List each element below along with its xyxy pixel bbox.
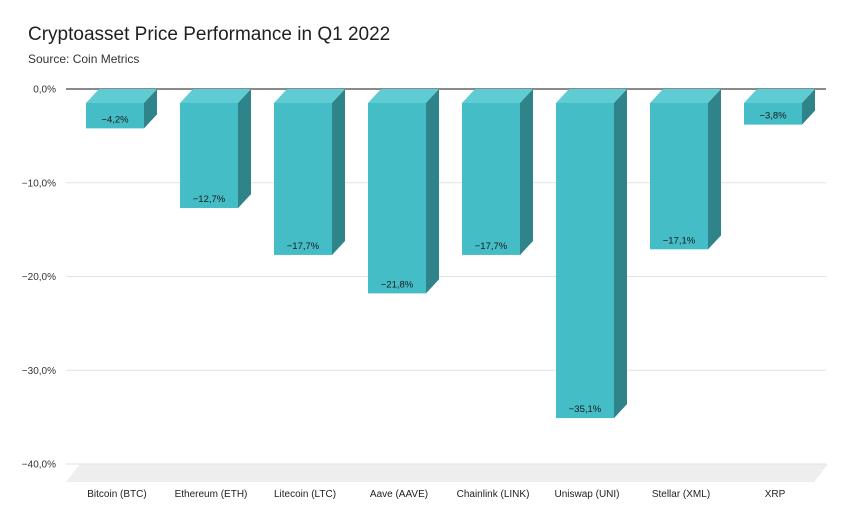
bar-top-face [556,89,627,103]
data-label: −21,8% [381,279,414,290]
category-label: Ethereum (ETH) [175,489,248,500]
bar [86,89,157,129]
bar-side-face [614,89,627,419]
data-label: −4,2% [101,114,129,125]
bar-front-face [180,103,238,209]
data-label: −17,7% [287,241,320,252]
y-tick-label: −10,0% [22,178,56,189]
category-label: Aave (AAVE) [370,489,428,500]
y-tick-label: −20,0% [22,272,56,283]
data-label: −17,1% [663,235,696,246]
bar-top-face [744,89,815,103]
bar-front-face [650,103,708,250]
bar-side-face [708,89,721,250]
bar-front-face [274,103,332,255]
data-label: −17,7% [475,241,508,252]
bar [274,89,345,255]
category-label: Chainlink (LINK) [457,489,530,500]
data-label: −12,7% [193,194,226,205]
bar-side-face [520,89,533,255]
bar [462,89,533,255]
chart-floor [66,464,828,482]
bar-top-face [86,89,157,103]
bar-top-face [180,89,251,103]
data-label: −3,8% [759,111,787,122]
bar-front-face [462,103,520,255]
bar-side-face [144,89,157,129]
bar-front-face [556,103,614,419]
bar-top-face [462,89,533,103]
bar [556,89,627,419]
bar [744,89,815,125]
category-label: Stellar (XML) [652,489,710,500]
y-tick-label: −40,0% [22,460,56,471]
bar-top-face [274,89,345,103]
data-label: −35,1% [569,404,602,415]
bar-front-face [744,103,802,125]
bar-top-face [650,89,721,103]
category-label: Litecoin (LTC) [274,489,336,500]
category-label: Uniswap (UNI) [554,489,619,500]
y-tick-label: −30,0% [22,366,56,377]
bar [368,89,439,294]
bar-front-face [368,103,426,294]
bar-top-face [368,89,439,103]
bar-side-face [238,89,251,209]
category-label: XRP [765,489,786,500]
bar-side-face [332,89,345,255]
bar [650,89,721,250]
bar-side-face [426,89,439,294]
chart-title: Cryptoasset Price Performance in Q1 2022 [28,24,391,45]
bar-side-face [802,89,815,125]
bar [180,89,251,209]
category-label: Bitcoin (BTC) [87,489,146,500]
y-tick-label: 0,0% [33,85,56,96]
bar-front-face [86,103,144,129]
chart-subtitle: Source: Coin Metrics [28,52,140,66]
